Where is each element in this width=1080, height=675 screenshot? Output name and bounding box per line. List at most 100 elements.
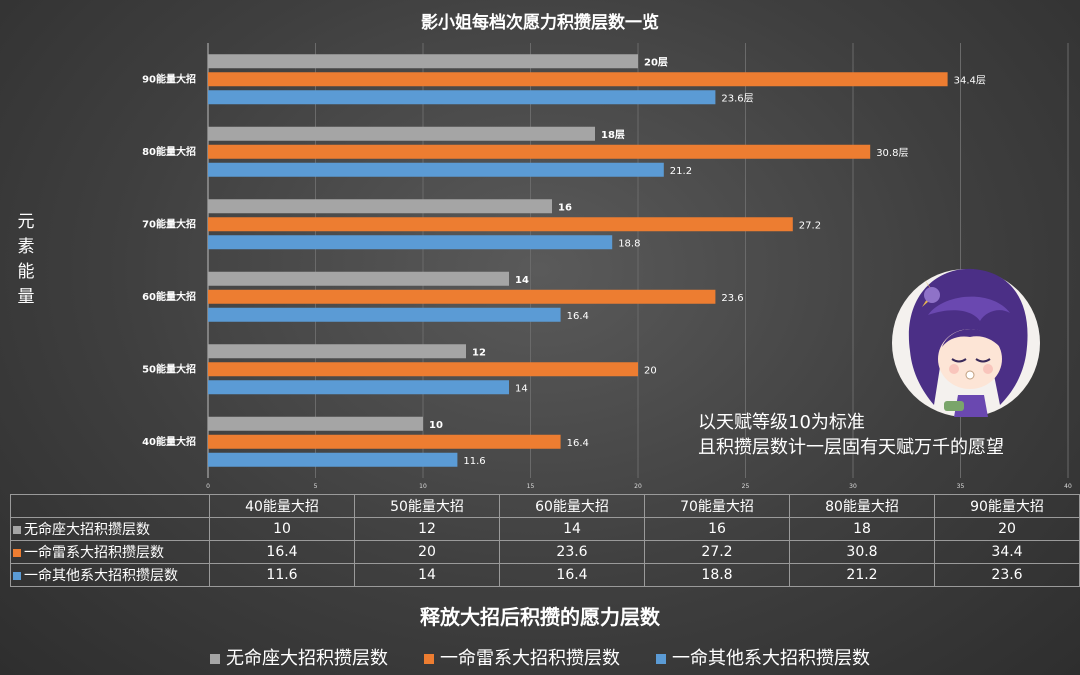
table-cell: 10 (209, 517, 355, 541)
table-cell: 23.6 (499, 540, 645, 564)
y-category-label: 40能量大招 (142, 435, 196, 448)
data-label: 34.4层 (954, 74, 986, 86)
y-category-label: 70能量大招 (142, 217, 196, 230)
table-header-cell: 90能量大招 (934, 494, 1080, 518)
data-label: 27.2 (799, 220, 821, 231)
table-cell: 16 (644, 517, 790, 541)
legend-swatch (13, 572, 21, 580)
table-cell: 16.4 (209, 540, 355, 564)
data-label: 14 (515, 275, 529, 286)
bar-series-1 (208, 289, 716, 304)
y-category-label: 60能量大招 (142, 290, 196, 303)
legend-item-0: 无命座大招积攒层数 (210, 644, 388, 670)
table-cell: 18 (789, 517, 935, 541)
table-cell: 20 (354, 540, 500, 564)
table-row: 一命其他系大招积攒层数 11.6 14 16.4 18.8 21.2 23.6 (10, 563, 1080, 587)
data-label: 18.8 (618, 238, 640, 249)
legend-swatch (13, 526, 21, 534)
table-cell: 23.6 (934, 563, 1080, 587)
y-category-label: 50能量大招 (142, 362, 196, 375)
x-tick-label: 0 (206, 483, 210, 490)
table-cell: 14 (354, 563, 500, 587)
bar-series-1 (208, 434, 561, 449)
data-label: 12 (472, 347, 486, 358)
legend-label: 无命座大招积攒层数 (226, 648, 388, 669)
table-row-header: 一命其他系大招积攒层数 (10, 563, 210, 587)
table-row-header: 一命雷系大招积攒层数 (10, 540, 210, 564)
table-cell: 34.4 (934, 540, 1080, 564)
bar-series-1 (208, 144, 871, 159)
table-header-cell: 70能量大招 (644, 494, 790, 518)
table-cell: 21.2 (789, 563, 935, 587)
data-label: 10 (429, 420, 443, 431)
series-name: 一命雷系大招积攒层数 (24, 545, 164, 561)
data-table: 40能量大招 50能量大招 60能量大招 70能量大招 80能量大招 90能量大招 无命座大… (10, 494, 1080, 587)
table-cell: 12 (354, 517, 500, 541)
x-axis-label: 释放大招后积攒的愿力层数 (420, 605, 660, 629)
bar-series-1 (208, 72, 948, 87)
annotation-line-1: 以天赋等级10为标准 (698, 412, 865, 433)
bar-series-1 (208, 362, 638, 377)
data-label: 14 (515, 383, 528, 394)
x-tick-label: 5 (314, 483, 318, 490)
bar-series-2 (208, 90, 716, 105)
chart-title: 影小姐每档次愿力积攒层数一览 (421, 13, 659, 33)
legend: 无命座大招积攒层数 一命雷系大招积攒层数 一命其他系大招积攒层数 (0, 644, 1080, 670)
bar-series-2 (208, 452, 458, 467)
table-cell: 27.2 (644, 540, 790, 564)
data-label: 11.6 (463, 456, 485, 467)
data-label: 16.4 (567, 438, 589, 449)
bar-series-0 (208, 416, 423, 431)
legend-label: 一命其他系大招积攒层数 (672, 648, 870, 669)
table-cell: 20 (934, 517, 1080, 541)
bar-series-0 (208, 344, 466, 359)
data-label: 21.2 (670, 166, 692, 177)
data-label: 23.6层 (721, 92, 753, 104)
x-tick-label: 30 (849, 483, 857, 490)
x-tick-label: 35 (957, 483, 965, 490)
data-label: 23.6 (721, 293, 743, 304)
series-name: 一命其他系大招积攒层数 (24, 568, 178, 584)
bar-chart: 20层 34.4层 23.6层 18层 30.8层 21.2 16 27.2 18.8 14 23.… (142, 43, 1072, 490)
legend-item-2: 一命其他系大招积攒层数 (656, 644, 870, 670)
legend-swatch (656, 654, 666, 664)
bar-series-2 (208, 162, 664, 177)
table-cell: 30.8 (789, 540, 935, 564)
legend-swatch (210, 654, 220, 664)
table-row: 一命雷系大招积攒层数 16.4 20 23.6 27.2 30.8 34.4 (10, 540, 1080, 564)
data-label: 18层 (601, 129, 625, 141)
annotation-line-2: 且积攒层数计一层固有天赋万千的愿望 (698, 437, 1004, 458)
y-category-label: 80能量大招 (142, 145, 196, 158)
x-tick-label: 40 (1064, 483, 1072, 490)
x-tick-label: 20 (634, 483, 642, 490)
bar-series-1 (208, 217, 793, 232)
y-category-label: 90能量大招 (142, 72, 196, 85)
table-header-row: 40能量大招 50能量大招 60能量大招 70能量大招 80能量大招 90能量大招 (10, 494, 1080, 518)
table-header-cell: 60能量大招 (499, 494, 645, 518)
x-tick-label: 25 (742, 483, 750, 490)
data-label: 16 (558, 202, 572, 213)
legend-swatch (13, 549, 21, 557)
bar-series-2 (208, 380, 509, 395)
table-header-cell: 40能量大招 (209, 494, 355, 518)
series-name: 无命座大招积攒层数 (24, 522, 150, 538)
bar-series-0 (208, 199, 552, 214)
table-header-cell: 50能量大招 (354, 494, 500, 518)
table-header-cell: 80能量大招 (789, 494, 935, 518)
bar-series-0 (208, 126, 595, 141)
legend-item-1: 一命雷系大招积攒层数 (424, 644, 620, 670)
table-row-header: 无命座大招积攒层数 (10, 517, 210, 541)
x-tick-label: 15 (527, 483, 535, 490)
table-corner-cell (10, 494, 210, 518)
bar-series-0 (208, 271, 509, 286)
data-label: 30.8层 (876, 147, 908, 159)
legend-swatch (424, 654, 434, 664)
table-cell: 11.6 (209, 563, 355, 587)
bar-series-2 (208, 307, 561, 322)
table-cell: 14 (499, 517, 645, 541)
table-cell: 16.4 (499, 563, 645, 587)
annotation-note: 以天赋等级10为标准 且积攒层数计一层固有天赋万千的愿望 (698, 410, 1004, 460)
data-label: 20 (644, 365, 657, 376)
legend-label: 一命雷系大招积攒层数 (440, 648, 620, 669)
table-row: 无命座大招积攒层数 10 12 14 16 18 20 (10, 517, 1080, 541)
